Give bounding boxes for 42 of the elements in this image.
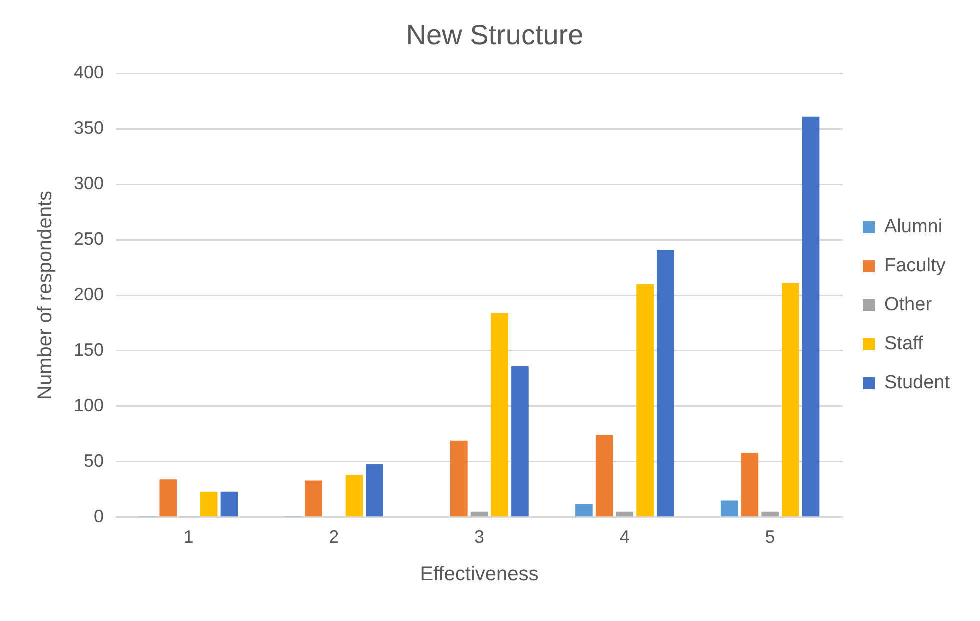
bar <box>346 475 364 517</box>
bar <box>220 492 238 517</box>
y-tick-label: 150 <box>74 340 104 360</box>
bar <box>656 250 674 517</box>
bar <box>782 283 800 517</box>
y-axis-title: Number of respondents <box>34 190 57 400</box>
bar <box>596 435 614 517</box>
x-tick-label: 3 <box>474 527 485 548</box>
x-tick-label: 4 <box>620 527 630 548</box>
x-tick-label: 1 <box>184 527 194 548</box>
x-tick-label: 5 <box>765 527 776 548</box>
bar <box>160 480 178 517</box>
bar <box>720 500 738 517</box>
legend-label: Student <box>884 372 951 394</box>
bar <box>802 116 820 517</box>
y-tick-label: 400 <box>74 62 104 83</box>
chart-title: New Structure <box>406 20 584 51</box>
legend-label: Staff <box>884 334 924 355</box>
bar <box>741 453 759 517</box>
y-tick-label: 0 <box>94 506 104 526</box>
x-axis-title: Effectiveness <box>420 564 539 586</box>
legend-label: Other <box>884 294 933 316</box>
y-tick-label: 300 <box>74 174 104 194</box>
y-tick-label: 350 <box>74 118 104 138</box>
bar <box>450 440 468 517</box>
y-tick-label: 250 <box>74 228 104 249</box>
y-tick-label: 200 <box>74 284 104 304</box>
legend-label: Faculty <box>884 256 946 277</box>
bar <box>512 366 529 517</box>
y-tick-label: 50 <box>84 450 104 471</box>
bar <box>200 492 218 517</box>
bar <box>636 284 654 517</box>
bar <box>762 512 779 517</box>
x-tick-label: 2 <box>329 527 340 548</box>
bar <box>616 512 634 517</box>
bar <box>366 464 384 517</box>
bar <box>470 512 488 517</box>
bar <box>491 313 509 517</box>
bar <box>305 480 322 517</box>
legend-label: Alumni <box>884 216 943 238</box>
y-tick-label: 100 <box>74 395 104 416</box>
bar <box>576 504 593 517</box>
